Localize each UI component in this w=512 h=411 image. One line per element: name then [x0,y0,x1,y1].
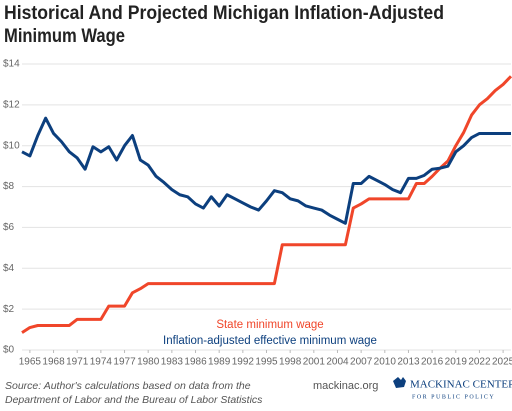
website: mackinac.org [313,380,378,392]
y-tick-label: $8 [3,181,15,192]
x-tick-label: 1980 [137,357,160,368]
x-tick-label: 2022 [468,357,491,368]
x-tick-label: 1995 [255,357,278,368]
x-tick-label: 1971 [66,357,89,368]
x-tick-label: 2025 [492,357,512,368]
x-tick-label: 1965 [19,357,42,368]
x-tick-label: 2010 [374,357,397,368]
x-tick-label: 1968 [42,357,65,368]
chart-title: Historical And Projected Michigan Inflat… [4,3,444,24]
y-tick-label: $0 [3,345,15,356]
logo-icon [393,377,406,388]
y-tick-label: $12 [3,99,20,110]
y-tick-label: $4 [3,263,15,274]
x-tick-label: 2001 [303,357,326,368]
y-tick-label: $2 [3,304,15,315]
x-tick-label: 1977 [113,357,136,368]
x-tick-label: 1992 [232,357,255,368]
y-tick-label: $14 [3,59,20,70]
source-note: Department of Labor and the Bureau of La… [5,394,263,406]
data-line [21,116,511,225]
x-tick-label: 2013 [397,357,420,368]
x-tick-label: 1998 [279,357,302,368]
x-tick-label: 2007 [350,357,373,368]
x-tick-label: 1983 [161,357,184,368]
x-tick-label: 1986 [184,357,207,368]
source-note: Source: Author's calculations based on d… [5,380,251,392]
x-tick-label: 1989 [208,357,231,368]
legend-label: Inflation-adjusted effective minimum wag… [163,335,377,347]
chart-title: Minimum Wage [4,26,125,47]
logo-text: MACKINAC CENTER [410,379,512,391]
x-tick-label: 1974 [90,357,113,368]
y-tick-label: $10 [3,140,20,151]
x-tick-label: 2019 [445,357,468,368]
x-tick-label: 2016 [421,357,444,368]
x-tick-label: 2004 [326,357,349,368]
logo-text: FOR PUBLIC POLICY [412,394,495,400]
y-tick-label: $6 [3,222,15,233]
data-line [21,75,512,334]
legend-label: State minimum wage [216,319,323,331]
